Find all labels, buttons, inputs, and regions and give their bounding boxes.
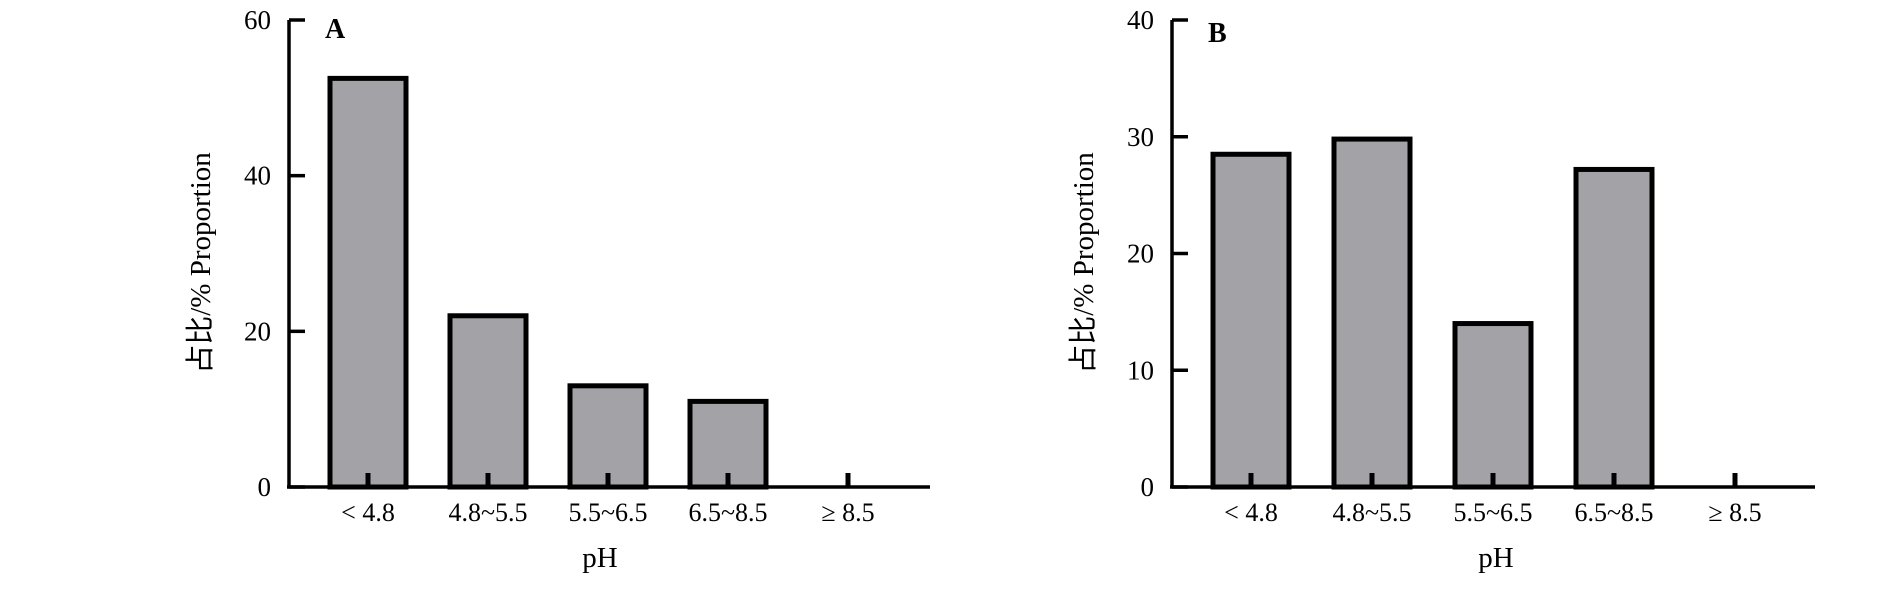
panel-a-category-label-4: 6.5~8.5	[688, 498, 767, 527]
panel-a-category-label-3: 5.5~6.5	[568, 498, 647, 527]
panel-a-y-tick-label-1: 0	[258, 472, 272, 502]
panel-a-bar-3	[567, 383, 649, 490]
panel-a-y-tick-label-2: 20	[244, 316, 271, 346]
panel-b-bar-4	[1573, 166, 1655, 490]
panel-b-category-label-3: 5.5~6.5	[1453, 498, 1532, 527]
panel-a-category-label-1: < 4.8	[341, 498, 395, 527]
chart-panel-b: B 占比/% Proportion pH < 4.8 4.8~5.5 5.5~6.5…	[1067, 5, 1815, 574]
panel-b-bar-1	[1210, 151, 1292, 490]
panel-a-bar-2	[447, 313, 529, 490]
panel-a-y-axis-title: 占比/% Proportion	[184, 152, 217, 374]
panel-b-y-tick-label-4: 30	[1127, 122, 1154, 152]
panel-a-bar-4	[687, 398, 769, 490]
panel-b-y-tick-label-5: 40	[1127, 5, 1154, 35]
panel-b-label: B	[1208, 18, 1227, 49]
panel-a-bar-1	[327, 75, 409, 490]
panel-b-y-tick-label-2: 10	[1127, 355, 1154, 385]
panel-a-x-axis-title: pH	[582, 542, 618, 574]
panel-b-category-label-1: < 4.8	[1224, 498, 1278, 527]
panel-b-y-tick-label-3: 20	[1127, 239, 1154, 269]
panel-b-y-tick-label-1: 0	[1141, 472, 1155, 502]
panel-b-x-axis-title: pH	[1478, 542, 1514, 574]
panel-a-category-label-5: ≥ 8.5	[821, 498, 874, 527]
panel-b-category-label-4: 6.5~8.5	[1574, 498, 1653, 527]
panel-b-bar-3	[1452, 321, 1534, 490]
panel-a-category-label-2: 4.8~5.5	[448, 498, 527, 527]
panel-a-y-tick-label-4: 60	[244, 5, 271, 35]
panel-a-y-tick-label-3: 40	[244, 161, 271, 191]
panel-b-bar-2	[1331, 136, 1413, 490]
chart-panel-a: A 占比/% Proportion pH < 4.8 4.8~5.5 5.5~6.5…	[184, 5, 930, 574]
panel-b-category-label-5: ≥ 8.5	[1708, 498, 1761, 527]
panel-a-label: A	[325, 14, 346, 45]
panel-b-y-axis-title: 占比/% Proportion	[1067, 152, 1100, 374]
panel-b-category-label-2: 4.8~5.5	[1332, 498, 1411, 527]
